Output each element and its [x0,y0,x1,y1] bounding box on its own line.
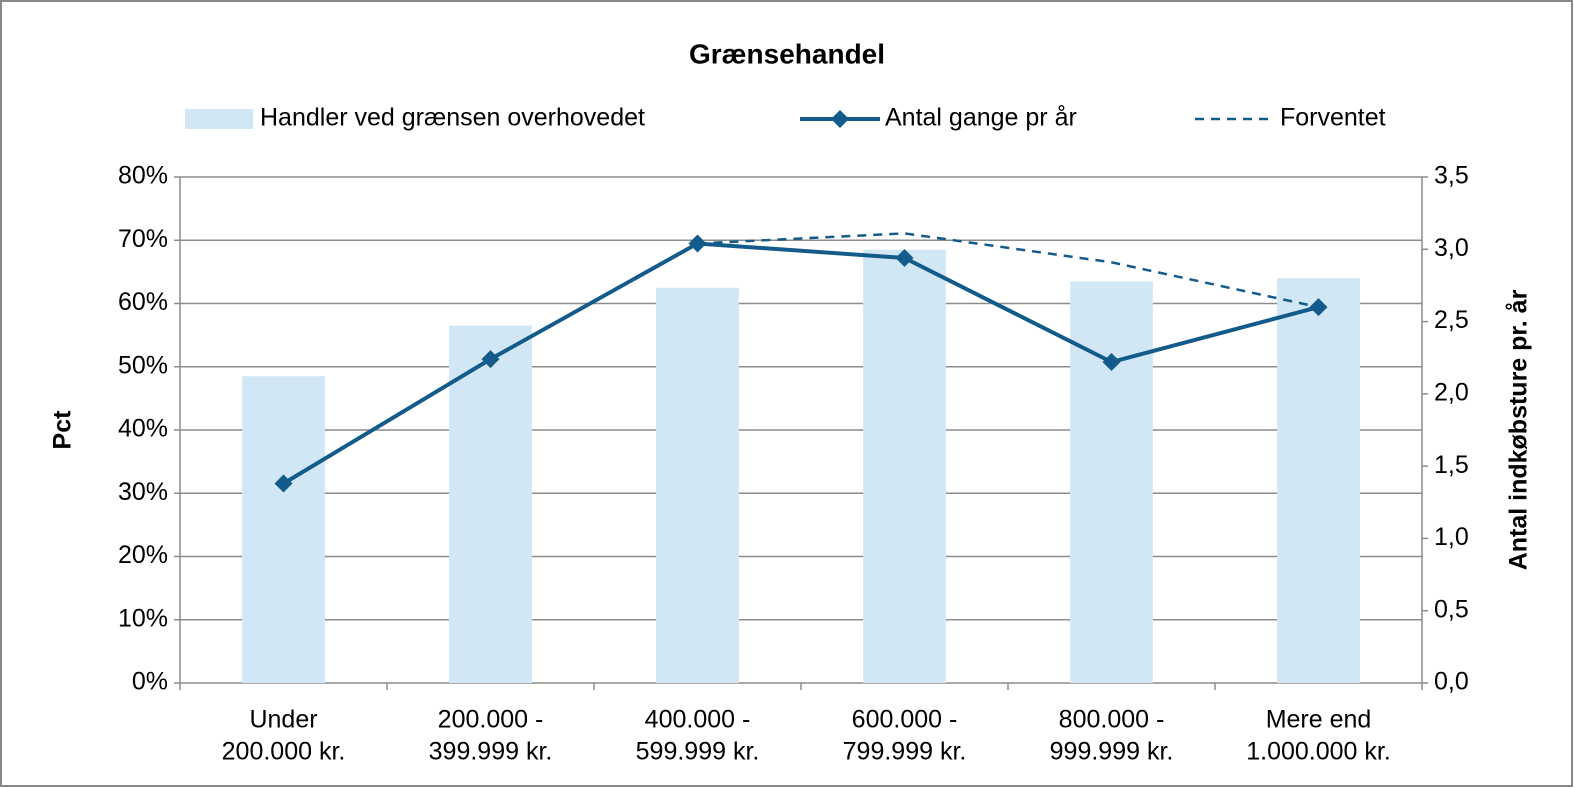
y2-tick-label: 3,0 [1434,234,1469,262]
y-tick-label: 40% [118,415,168,443]
y2-axis-label: Antal indkøbsture pr. år [1505,289,1533,570]
legend-label: Handler ved grænsen overhovedet [260,104,645,132]
y-tick-label: 20% [118,541,168,569]
x-tick-label: 999.999 kr. [1050,738,1174,766]
x-tick-label: 800.000 - [1059,706,1165,734]
y-tick-label: 0% [132,668,168,696]
y-tick-label: 70% [118,225,168,253]
x-tick-label: 400.000 - [645,706,751,734]
y-tick-label: 80% [118,162,168,190]
line [697,232,1319,309]
x-tick-label: 1.000.000 kr. [1246,738,1391,766]
bar [242,376,325,683]
y2-tick-label: 2,5 [1434,306,1469,334]
y2-tick-label: 3,5 [1434,162,1469,190]
y2-tick-label: 0,5 [1434,595,1469,623]
bar [1277,278,1360,683]
marker [1102,353,1121,372]
y-tick-label: 10% [118,604,168,632]
line [282,241,1320,486]
y2-tick-label: 0,0 [1434,668,1469,696]
x-tick-label: 600.000 - [852,706,958,734]
marker [274,474,293,493]
bar [656,287,739,683]
x-tick-label: 799.999 kr. [843,738,967,766]
bar [1070,281,1153,683]
x-tick-label: 200.000 - [438,706,544,734]
x-tick-label: 200.000 kr. [222,738,346,766]
y-tick-label: 60% [118,288,168,316]
y-axis-label: Pct [49,410,77,450]
x-tick-label: Under [249,706,317,734]
y2-tick-label: 1,0 [1434,523,1469,551]
bar [449,325,532,683]
x-tick-label: 599.999 kr. [636,738,760,766]
chart-title: Grænsehandel [689,38,885,69]
legend-marker [831,110,849,128]
legend-label: Antal gange pr år [885,104,1077,132]
x-tick-label: Mere end [1266,706,1372,734]
x-tick-label: 399.999 kr. [429,738,553,766]
y2-tick-label: 1,5 [1434,451,1469,479]
bar [863,249,946,684]
y-tick-label: 30% [118,478,168,506]
legend-swatch [185,109,253,129]
y-tick-label: 50% [118,351,168,379]
legend-label: Forventet [1280,104,1386,132]
marker [895,248,914,267]
marker [481,350,500,369]
y2-tick-label: 2,0 [1434,378,1469,406]
